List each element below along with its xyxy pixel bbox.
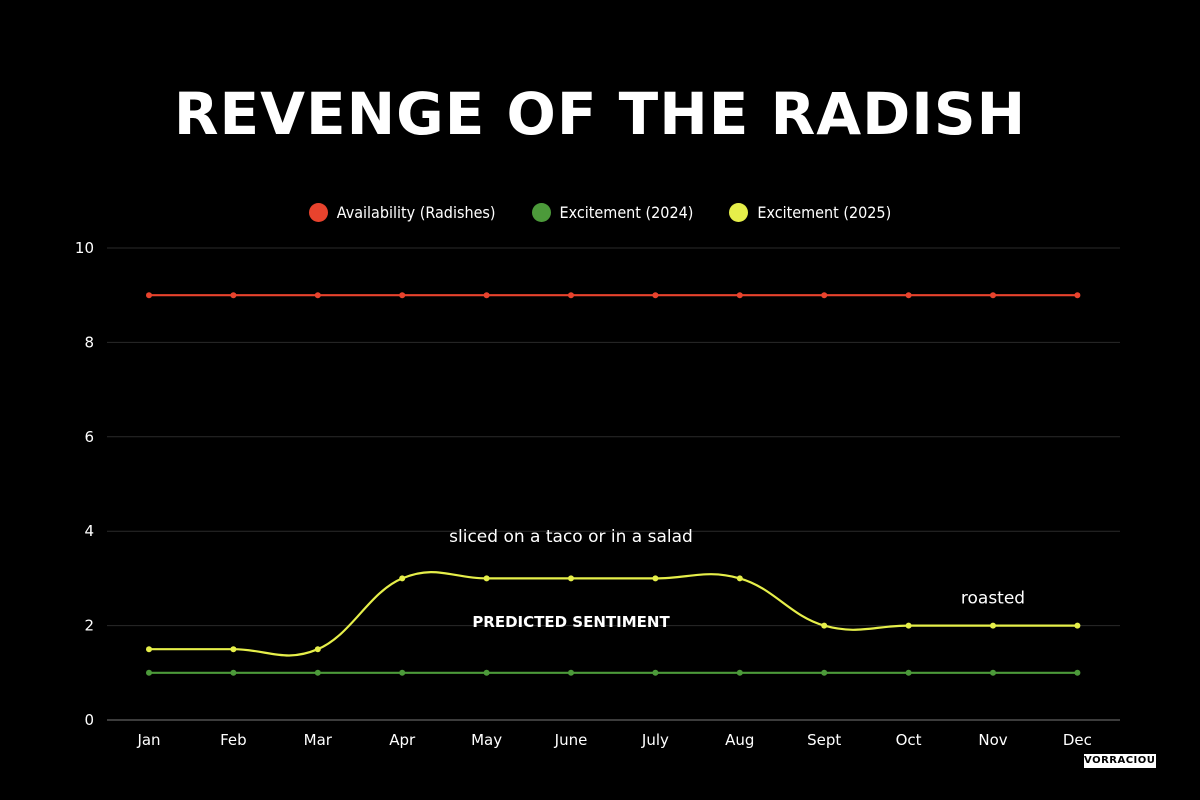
chart-annotation: PREDICTED SENTIMENT [472, 613, 670, 631]
data-point [905, 292, 912, 299]
data-point [314, 669, 321, 676]
data-point [230, 646, 237, 653]
data-point [990, 669, 996, 676]
data-point [568, 292, 574, 299]
chart-annotation: sliced on a taco or in a salad [449, 527, 693, 547]
data-point [652, 292, 659, 299]
x-tick-label: Dec [1063, 731, 1092, 749]
y-tick-label: 2 [84, 617, 94, 635]
chart-title: REVENGE OF THE RADISH [173, 80, 1027, 148]
chart-annotation: roasted [961, 588, 1025, 608]
x-tick-label: Jan [136, 731, 160, 749]
data-point [399, 669, 406, 676]
x-tick-label: May [471, 731, 502, 749]
data-point [146, 669, 152, 676]
data-point [399, 292, 406, 299]
data-point [736, 292, 743, 299]
chart-legend: Availability (Radishes) Excitement (2024… [0, 203, 1200, 222]
legend-item-excitement-2025[interactable]: Excitement (2025) [729, 203, 891, 222]
x-tick-label: Aug [725, 731, 754, 749]
legend-swatch-excitement-2024 [531, 203, 551, 222]
y-tick-label: 0 [84, 711, 94, 729]
data-point [399, 575, 406, 582]
series-line-2 [149, 571, 1078, 657]
x-tick-label: Mar [304, 731, 333, 749]
data-point [146, 292, 152, 299]
legend-swatch-excitement-2025 [729, 203, 749, 222]
legend-item-excitement-2024[interactable]: Excitement (2024) [531, 203, 694, 222]
x-tick-label: Sept [807, 731, 841, 749]
y-tick-label: 8 [84, 333, 94, 351]
data-point [821, 622, 828, 629]
brand-watermark: VORRACIOUS [1084, 754, 1164, 768]
data-point [652, 669, 659, 676]
data-point [314, 646, 321, 653]
data-point [905, 669, 912, 676]
y-tick-label: 10 [75, 239, 94, 257]
legend-label-availability: Availability (Radishes) [336, 203, 496, 222]
x-tick-label: July [641, 731, 669, 749]
x-tick-label: Feb [220, 731, 247, 749]
data-point [230, 669, 237, 676]
data-point [483, 292, 490, 299]
data-point [990, 292, 996, 299]
data-point [990, 622, 996, 629]
data-point [230, 292, 237, 299]
data-point [483, 575, 490, 582]
data-point [568, 669, 574, 676]
data-point [1074, 622, 1081, 629]
data-point [736, 669, 743, 676]
legend-label-excitement-2025: Excitement (2025) [757, 203, 892, 222]
data-point [568, 575, 574, 582]
x-tick-label: Apr [389, 731, 416, 749]
data-point [146, 646, 152, 653]
data-point [736, 575, 743, 582]
legend-label-excitement-2024: Excitement (2024) [559, 203, 694, 222]
x-tick-label: June [554, 731, 588, 749]
x-tick-label: Oct [896, 731, 922, 749]
data-point [652, 575, 659, 582]
data-point [821, 292, 828, 299]
data-point [1074, 292, 1081, 299]
data-point [821, 669, 828, 676]
data-point [1074, 669, 1081, 676]
y-tick-label: 4 [84, 522, 94, 540]
legend-item-availability[interactable]: Availability (Radishes) [308, 203, 496, 222]
data-point [905, 622, 912, 629]
y-tick-label: 6 [84, 428, 94, 446]
legend-swatch-availability [308, 203, 328, 222]
data-point [483, 669, 490, 676]
x-tick-label: Nov [978, 731, 1007, 749]
data-point [314, 292, 321, 299]
